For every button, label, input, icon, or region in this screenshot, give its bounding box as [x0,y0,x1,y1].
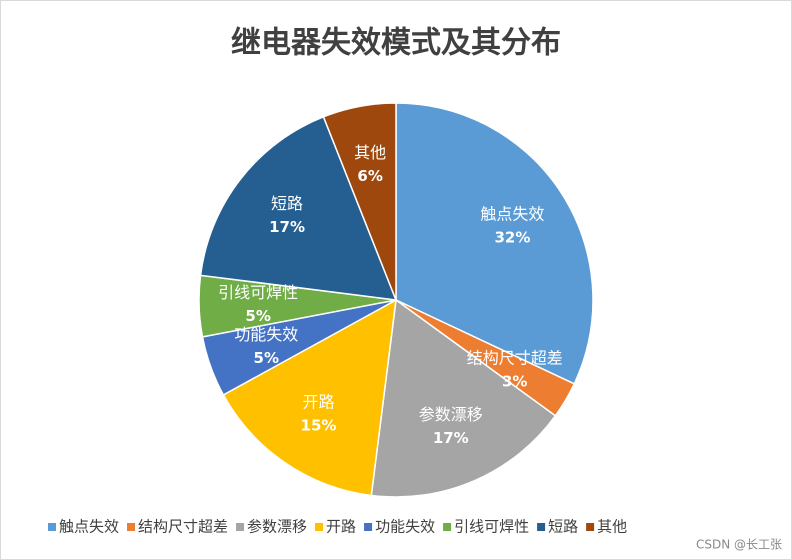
slice-value: 17% [433,429,469,447]
legend-label: 短路 [548,518,578,536]
slice-value: 15% [301,417,337,435]
legend-swatch [48,523,56,531]
legend-label: 触点失效 [59,518,119,536]
slice-value: 5% [245,307,270,325]
legend-label: 开路 [326,518,356,536]
pie-slice [395,102,594,385]
legend-swatch [127,523,136,531]
slice-label: 引线可焊性 [218,283,298,302]
slice-label: 其他 [354,143,386,162]
slice-value: 6% [357,167,382,185]
legend-swatch [236,523,245,531]
legend-label: 其他 [597,518,627,536]
slice-value: 17% [269,218,305,236]
legend-label: 结构尺寸超差 [138,518,228,536]
slice-label: 参数漂移 [419,405,483,424]
chart-title: 继电器失效模式及其分布 [231,26,561,61]
legend-label: 功能失效 [375,518,435,536]
pie-slice [222,298,397,497]
slice-label: 结构尺寸超差 [467,349,563,368]
slice-label: 触点失效 [480,205,544,224]
legend-swatch [537,523,546,531]
slice-value: 5% [254,349,279,367]
legend-swatch [586,523,595,531]
legend-label: 引线可焊性 [454,518,529,536]
slice-value: 3% [502,373,527,391]
legend-label: 参数漂移 [247,518,307,536]
legend-swatch [443,523,452,531]
slice-value: 32% [494,229,530,247]
watermark: CSDN @长工张 [696,538,782,552]
legend-swatch [315,523,324,531]
pie-slice [199,115,398,301]
pie-slice [322,102,397,301]
legend-swatch [364,523,373,531]
slice-label: 功能失效 [234,325,298,344]
slice-label: 开路 [302,393,334,412]
pie-slice [370,298,557,498]
slice-label: 短路 [271,194,303,213]
